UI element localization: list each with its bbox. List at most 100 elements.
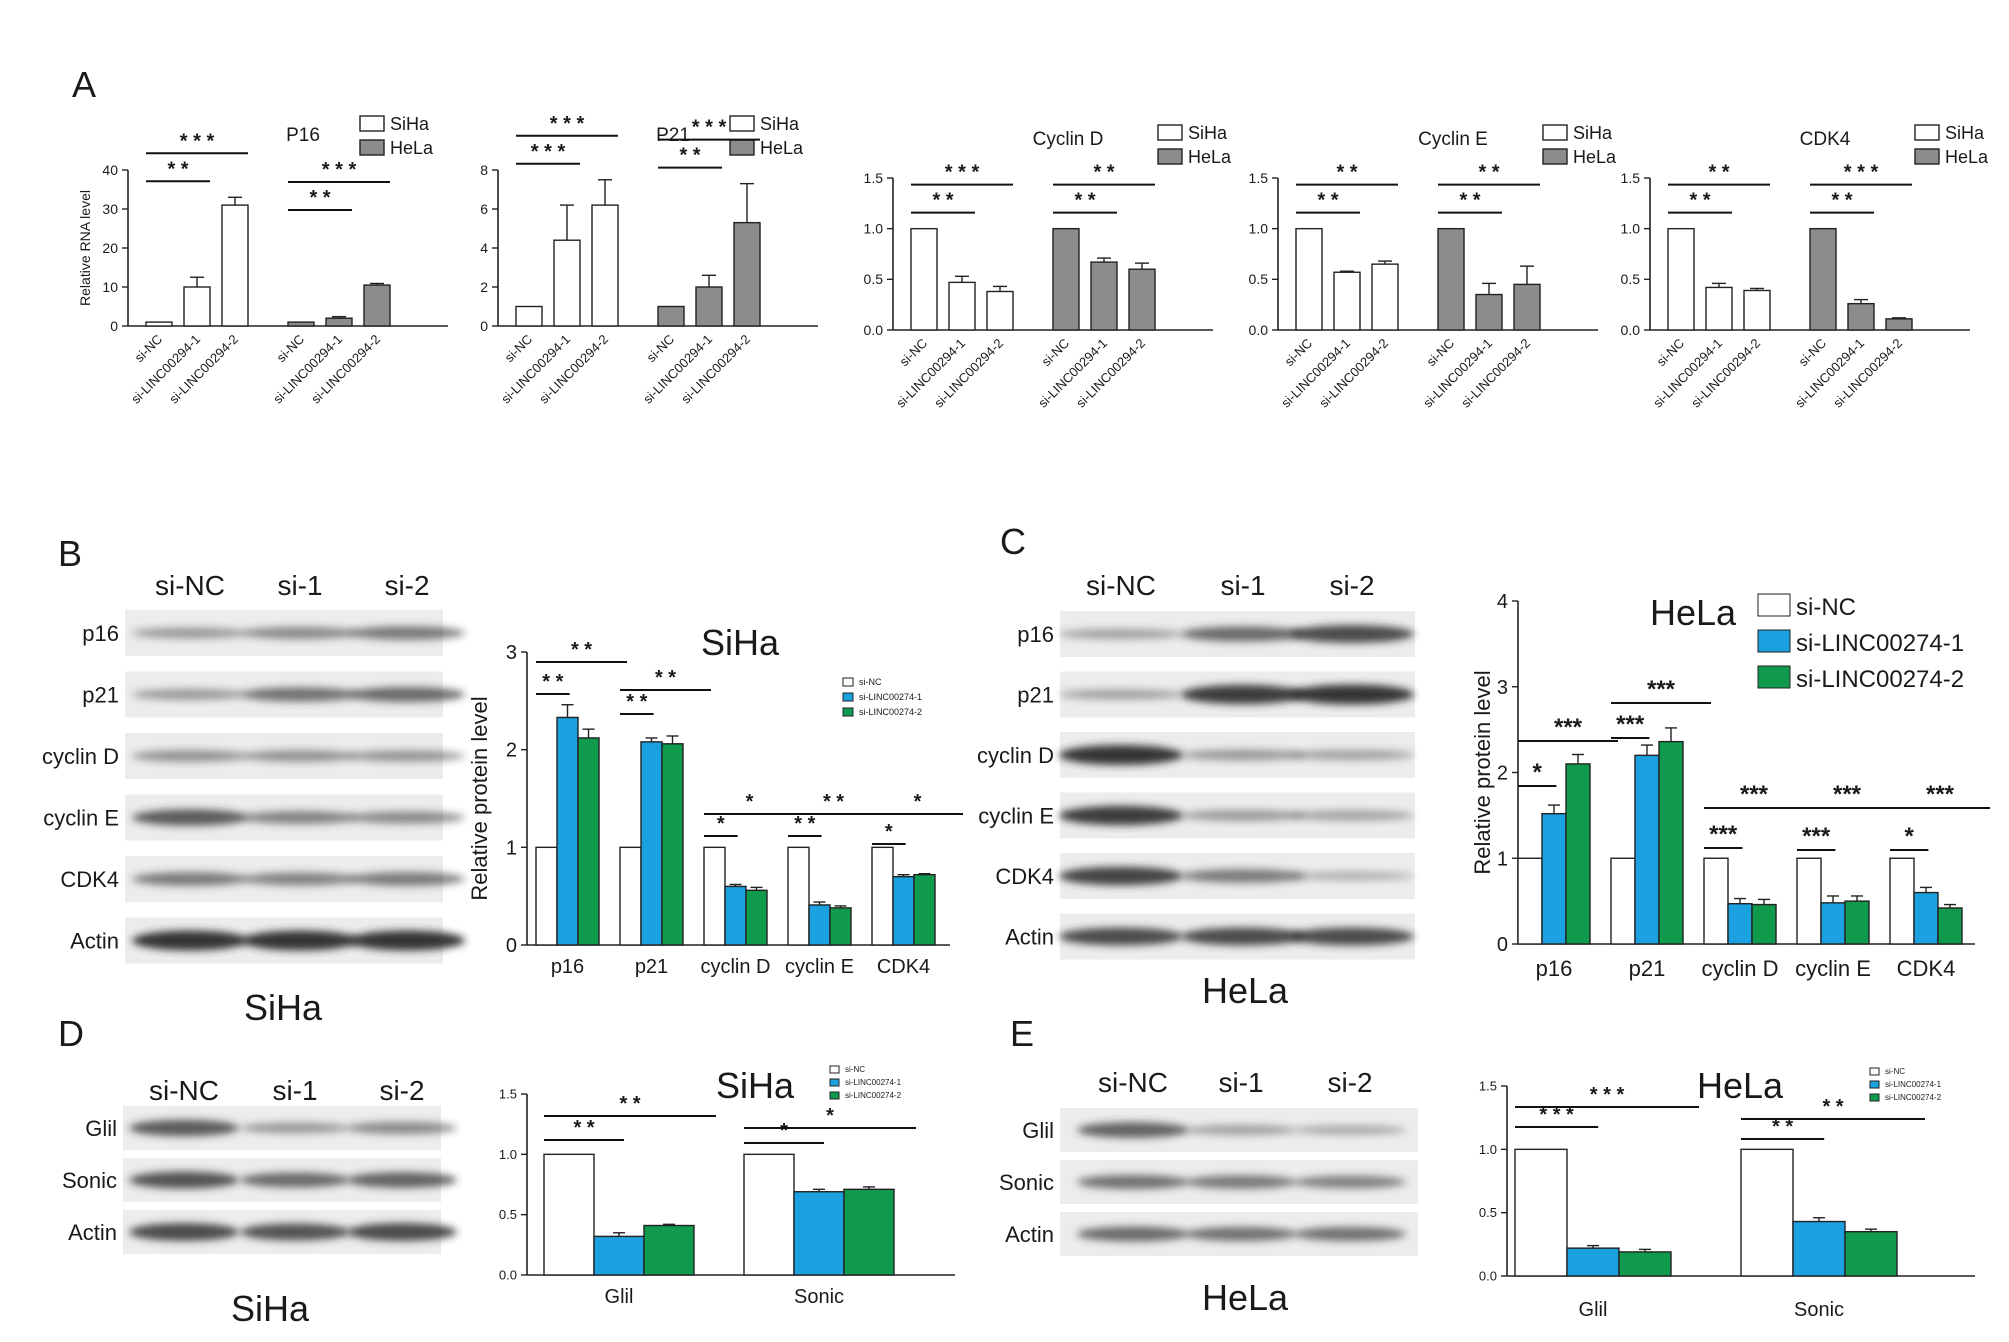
legend-swatch — [829, 1078, 840, 1087]
protein-band — [1077, 1122, 1189, 1138]
x-tick-label: si-LINC00294-2 — [1458, 336, 1533, 411]
chart-title: HeLa — [1697, 1065, 1784, 1106]
bar-cyclin-e-2 — [1820, 902, 1846, 945]
bar-cyclin-e-3 — [829, 907, 852, 946]
row-label: p21 — [1017, 683, 1054, 708]
protein-band — [1185, 1175, 1297, 1189]
sig-3-a-label: *** — [1802, 823, 1831, 850]
sig-2-b-label: * — [746, 791, 754, 813]
bar-p16-2 — [1541, 812, 1567, 945]
chart-b: 0 1 2 3 Relative protein level SiHa si-NC si-LI… — [467, 622, 963, 978]
sig-0-a-label: * * — [1689, 190, 1710, 212]
legend-swatch — [1869, 1080, 1880, 1089]
western-blot-b: si-NC si-1 si-2 p16 p21 cyclin D cyclin E CDK4 A… — [42, 570, 465, 1028]
y-tick-label: 1.5 — [864, 170, 884, 186]
chart-title: CDK4 — [1800, 129, 1851, 150]
bar-cdk4-1 — [871, 846, 894, 946]
legend-swatch — [1914, 148, 1940, 165]
bar-cdk4-3 — [1937, 907, 1963, 945]
y-tick-label: 0.0 — [1479, 1269, 1497, 1284]
x-tick-label: Sonic — [794, 1286, 844, 1308]
bar-hela-3 — [1128, 268, 1156, 331]
x-tick-label: cyclin D — [700, 956, 770, 978]
bar-siha-3 — [1743, 289, 1771, 331]
bar-cyclin-e-1 — [787, 846, 810, 946]
x-tick-label: p21 — [1629, 956, 1666, 981]
bar-hela-1 — [1437, 227, 1465, 331]
protein-band — [240, 1172, 350, 1188]
sig-2-a-label: * — [717, 813, 725, 835]
y-tick-label: 0 — [110, 318, 118, 334]
protein-band — [1181, 927, 1305, 946]
protein-band — [1290, 625, 1414, 643]
protein-band — [1059, 927, 1183, 946]
sig-1-b-label: * * — [1478, 162, 1499, 184]
sig-1-a-label: * * — [1831, 190, 1852, 212]
legend-label: si-LINC00274-1 — [1885, 1080, 1942, 1089]
chart-e: 0.0 0.5 1.0 1.5 HeLa si-NC si-LINC00274-1 si-LI… — [1479, 1065, 1975, 1321]
blot-caption: SiHa — [231, 1288, 310, 1329]
bar-cyclin-e-1 — [1796, 857, 1822, 945]
protein-band — [1181, 810, 1305, 821]
protein-band — [1077, 1174, 1189, 1190]
y-tick-label: 0.5 — [499, 1207, 517, 1222]
sig-1-a-label: * * — [309, 187, 330, 209]
bar-p16-1 — [535, 846, 558, 946]
y-axis-label: Relative protein level — [1470, 670, 1495, 874]
bar-p21-1 — [619, 846, 642, 946]
legend-swatch — [829, 1091, 840, 1100]
sig-1-b-label: * * — [1822, 1096, 1843, 1118]
row-label: Glil — [1022, 1118, 1054, 1143]
protein-band — [1059, 745, 1183, 765]
y-axis-label: Relative protein level — [467, 696, 492, 900]
legend-label: si-LINC00274-2 — [1796, 666, 1964, 693]
panel-letter-c: C — [1000, 521, 1026, 562]
chart-a-2: 02468P21SiHaHeLasi-NCsi-LINC00294-1si-LI… — [480, 113, 818, 407]
protein-band — [242, 750, 358, 762]
sig-1-a-label: * * — [1459, 190, 1480, 212]
lane-label: si-NC — [155, 570, 225, 601]
chart-title: P21 — [656, 125, 690, 146]
bar-hela-2 — [1847, 302, 1875, 331]
row-label: Actin — [1005, 1222, 1054, 1247]
bar-sonic-1 — [1740, 1148, 1794, 1277]
sig-4-a-label: * — [885, 821, 893, 843]
x-tick-label: cyclin E — [785, 956, 854, 978]
bar-siha-2 — [1333, 271, 1361, 331]
y-tick-label: 1.5 — [499, 1087, 517, 1102]
x-tick-label: p16 — [1536, 956, 1573, 981]
x-tick-label: p21 — [635, 956, 668, 978]
x-tick-label: si-NC — [502, 332, 536, 366]
bar-siha-3 — [1371, 263, 1399, 331]
bar-hela-2 — [695, 286, 723, 327]
x-tick-label: si-LINC00294-2 — [1688, 336, 1763, 411]
protein-band — [1077, 1226, 1189, 1242]
x-tick-label: si-LINC00294-2 — [308, 332, 383, 407]
bar-p21-1 — [1610, 857, 1636, 945]
chart-d: 0.0 0.5 1.0 1.5 SiHa si-NC si-LINC00274-1 si-LI… — [499, 1065, 955, 1308]
row-label: p21 — [82, 683, 119, 708]
bar-p16-2 — [556, 716, 579, 946]
legend-swatch — [842, 707, 854, 717]
legend-swatch — [1157, 124, 1183, 141]
legend-label: SiHa — [760, 114, 800, 134]
y-tick-label: 0.5 — [864, 271, 884, 287]
bar-p21-2 — [1634, 754, 1660, 945]
western-blot-e: si-NC si-1 si-2 Glil Sonic Actin HeLa — [999, 1067, 1418, 1318]
legend-swatch — [1757, 593, 1791, 617]
legend-label: si-NC — [1885, 1067, 1905, 1076]
legend-label: si-NC — [845, 1065, 865, 1074]
bar-hela-1 — [657, 305, 685, 327]
bar-sonic-1 — [743, 1153, 795, 1276]
x-tick-label: si-NC — [644, 332, 678, 366]
row-label: cyclin D — [977, 743, 1054, 768]
legend-label: si-NC — [1796, 594, 1856, 621]
lane-label: si-2 — [379, 1075, 424, 1106]
y-tick-label: 10 — [102, 279, 118, 295]
protein-band — [132, 689, 248, 700]
bar-p21-3 — [661, 743, 684, 946]
sig-1-b-label: *** — [1647, 676, 1676, 703]
bar-glil-2 — [593, 1235, 645, 1276]
lane-label: si-1 — [272, 1075, 317, 1106]
